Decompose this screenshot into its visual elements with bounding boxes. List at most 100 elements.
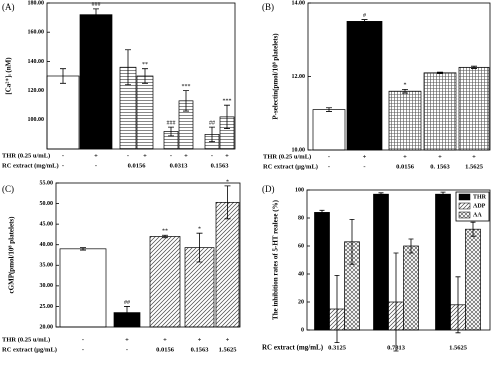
row-entry: + [472,153,476,160]
panel-label: (D) [262,184,275,194]
plot-frame [307,2,491,151]
row-entry: - [62,162,64,169]
bar [458,66,490,151]
y-tick-label: 55.00 [40,180,54,186]
y-tick-label: 14.00 [292,0,306,6]
row-entry: - [82,336,84,343]
row-entry: 0. 1563 [430,163,450,170]
y-tick-label: 180.00 [28,0,45,6]
error-bar [142,68,148,84]
row-entry: + [225,152,229,159]
row-entry: 1.5625 [219,346,238,353]
error-bar [471,65,477,69]
row-label: RC extract (μg/mL) [263,163,318,170]
significance-mark: *** [182,84,191,90]
error-bar [80,247,86,251]
row-entry: - [363,163,365,170]
error-bar [393,252,399,352]
y-tick-label: 20 [298,299,304,305]
row-entry: + [403,153,407,160]
y-tick-label: 160.00 [28,30,45,36]
row-entry: + [438,153,442,160]
row-entry: 0.0156 [396,163,415,170]
error-bar [334,275,340,343]
y-tick-label: 25.00 [40,304,54,310]
error-bar [162,234,168,239]
row-entry: + [363,153,367,160]
y-tick-label: 120.00 [28,88,45,94]
bar [46,75,80,150]
bar [373,193,389,331]
error-bar [437,71,443,74]
y-tick-label: 10.00 [292,147,306,153]
row-label: THR (0.25 u/mL) [2,336,50,343]
x-tick-label: 1.5625 [449,344,468,351]
bar [314,212,330,331]
legend-swatch [458,211,471,219]
significance-mark: ### [92,2,101,8]
plot-frame [55,182,241,328]
row-entry: + [94,152,98,159]
row-entry: 0.0156 [156,346,175,353]
error-bar [361,19,368,24]
y-tick-label: 35.00 [40,263,54,269]
bar [312,109,346,151]
row-entry: - [126,346,128,353]
significance-mark: *** [223,99,232,105]
row-entry: 1.5625 [465,163,484,170]
bar [423,72,457,151]
error-bar [183,90,189,112]
error-bar [326,107,332,112]
bar [149,236,181,328]
legend-label: AA [473,212,482,218]
y-axis-label: [Ca²⁺]ᵢ (nM) [5,57,13,95]
y-tick-label: 140.00 [28,59,45,65]
panel-label: (C) [2,184,14,194]
bar [79,14,113,150]
error-bar [408,238,414,254]
row-entry: 0.1563 [211,162,230,169]
error-bar [168,126,174,137]
x-axis-label: RC extract (mg/mL) [262,344,324,352]
error-bar [319,209,325,215]
row-entry: - [170,152,172,159]
y-tick-label: 100.00 [28,117,45,123]
y-tick-label: 40 [298,271,304,277]
panel-label: (B) [262,2,274,12]
row-label: RC extract (mg/mL) [2,162,59,169]
row-entry: - [211,152,213,159]
row-entry: - [95,162,97,169]
bar [388,90,422,151]
bar [435,193,451,331]
y-tick-label: 60 [298,243,304,249]
error-bar [209,126,215,143]
y-tick-label: 20.00 [40,324,54,330]
error-bar [440,191,446,197]
legend-label: THR [473,194,487,200]
error-bar [224,104,230,129]
significance-mark: ** [142,62,148,68]
error-bar [93,8,99,21]
row-entry: + [198,336,202,343]
y-axis-label: cGMP(pmol/10⁸ platelets) [8,216,16,294]
x-tick-label: 0.3125 [328,344,347,351]
y-tick-label: 45.00 [40,222,54,228]
error-bar [402,88,408,94]
significance-mark: * [198,227,201,233]
row-entry: - [82,346,84,353]
significance-mark: ## [124,300,130,306]
legend-swatch [458,193,471,201]
row-entry: 0.1563 [191,346,210,353]
bar [215,201,240,328]
error-bar [378,192,384,196]
significance-mark: ## [209,120,215,126]
bar [59,248,107,328]
panel-label: (A) [2,2,15,12]
y-tick-label: 100 [295,187,304,193]
row-entry: - [62,152,64,159]
y-tick-label: 30.00 [40,283,54,289]
row-entry: + [226,336,230,343]
error-bar [470,221,476,237]
significance-mark: ### [167,120,176,126]
